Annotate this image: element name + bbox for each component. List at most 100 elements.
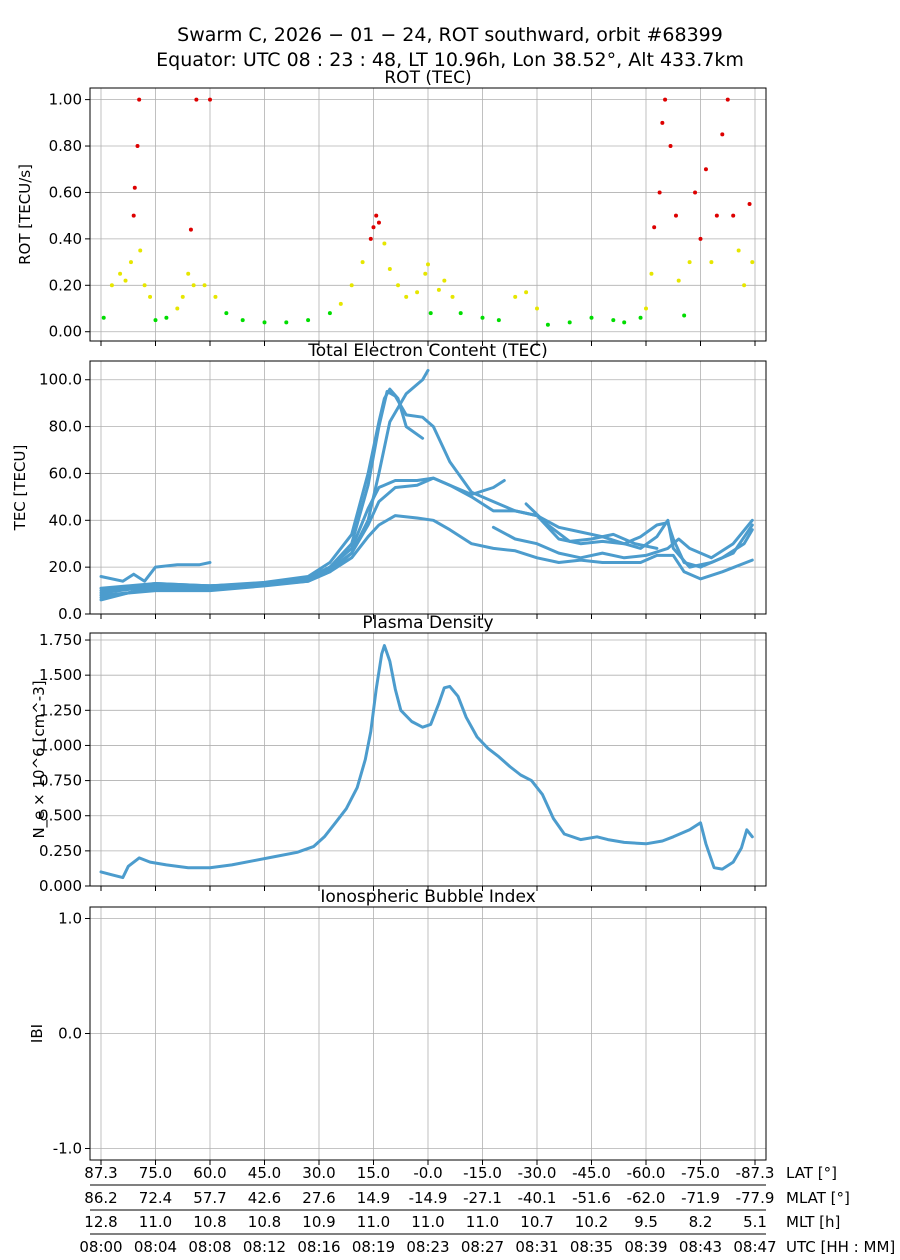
rot-point [589,315,594,320]
y-tick-label: 40.0 [49,511,82,529]
x-tick-label: 11.0 [357,1213,390,1231]
x-tick-label: 86.2 [84,1189,117,1207]
x-tick-label: 08:04 [134,1238,177,1256]
rot-point [262,320,267,325]
x-tick-label: 27.6 [302,1189,335,1207]
x-tick-label: 11.0 [466,1213,499,1231]
rot-point [191,283,196,288]
y-tick-label: 1.00 [49,91,82,109]
y-tick-label: 0.60 [49,183,82,201]
series-line [491,518,754,560]
rot-point [687,260,692,265]
rot-point [360,260,365,265]
figure-title-line1: Swarm C, 2026 − 01 − 24, ROT southward, … [177,24,723,46]
x-tick-label: -27.1 [463,1189,502,1207]
rot-point [709,260,714,265]
y-tick-label: 0.500 [39,807,82,825]
rot-point [736,248,741,253]
rot-point [660,120,665,125]
rot-point [663,97,668,102]
rot-point [747,202,752,207]
x-tick-label: -45.0 [572,1164,611,1182]
y-tick-label: 0.0 [58,605,82,623]
rot-point [135,144,140,149]
x-axis-row-label: MLT [h] [786,1213,840,1231]
rot-point [426,262,430,267]
panel-frame [89,906,767,1161]
x-tick-label: 08:27 [461,1238,504,1256]
rot-point [496,318,501,323]
rot-point [480,315,485,320]
x-axis-row-label: LAT [°] [786,1164,837,1182]
rot-point [657,190,662,195]
x-tick-label: 10.9 [302,1213,335,1231]
rot-point [668,144,673,149]
x-tick-label: 08:00 [79,1238,122,1256]
x-tick-label: 11.0 [139,1213,172,1231]
rot-point [338,301,343,306]
rot-point [750,260,755,265]
rot-point [742,283,747,288]
x-tick-label: 08:35 [570,1238,613,1256]
rot-point [442,278,447,283]
rot-point [714,213,719,218]
rot-point [693,190,698,195]
y-axis-label: ROT [TECU/s] [16,164,34,265]
rot-point [131,213,136,218]
rot-point [622,320,627,325]
rot-point [535,306,539,311]
y-tick-label: 80.0 [49,418,82,436]
rot-point [224,311,229,316]
rot-point [387,267,392,272]
x-tick-label: -75.0 [681,1164,720,1182]
x-tick-label: 30.0 [302,1164,335,1182]
rot-point [138,248,143,253]
x-tick-label: 12.8 [84,1213,117,1231]
rot-point [118,271,123,276]
rot-point [567,320,572,325]
x-tick-label: 9.5 [634,1213,658,1231]
x-tick-label: 11.0 [411,1213,444,1231]
panel-title: Total Electron Content (TEC) [307,341,548,361]
panel-4 [85,906,767,1165]
y-tick-label: 0.40 [49,230,82,248]
y-tick-label: 60.0 [49,464,82,482]
rot-point [175,306,180,311]
x-tick-label: 15.0 [357,1164,390,1182]
x-tick-label: -0.0 [413,1164,442,1182]
rot-point [428,311,433,316]
rot-point [142,283,147,288]
y-tick-label: 0.80 [49,137,82,155]
x-tick-label: 75.0 [139,1164,172,1182]
x-axis-row-label: UTC [HH : MM] [786,1238,895,1256]
rot-point [306,318,311,323]
rot-point [673,213,678,218]
series-line [524,502,659,550]
figure-title-line2: Equator: UTC 08 : 23 : 48, LT 10.96h, Lo… [156,49,744,71]
x-tick-label: 08:47 [733,1238,776,1256]
rot-point [213,294,218,299]
rot-point [703,167,708,172]
panel-title: Ionospheric Bubble Index [320,887,535,907]
y-tick-label: 1.250 [39,701,82,719]
rot-point [644,306,648,311]
y-tick-label: 1.000 [39,736,82,754]
rot-point [611,318,616,323]
x-tick-label: -40.1 [518,1189,557,1207]
y-tick-label: 0.000 [39,877,82,895]
rot-point [513,294,518,299]
panel-data [99,644,754,880]
rot-point [545,322,550,327]
x-tick-label: 08:16 [297,1238,340,1256]
rot-point [349,283,354,288]
rot-point [458,311,463,316]
x-tick-label: 10.7 [520,1213,553,1231]
y-tick-label: 1.750 [39,631,82,649]
rot-point [524,290,529,295]
x-tick-label: -14.9 [409,1189,448,1207]
y-tick-label: 1.0 [58,910,82,928]
rot-point [123,278,128,283]
x-tick-label: 08:23 [406,1238,449,1256]
series-line [99,476,506,593]
